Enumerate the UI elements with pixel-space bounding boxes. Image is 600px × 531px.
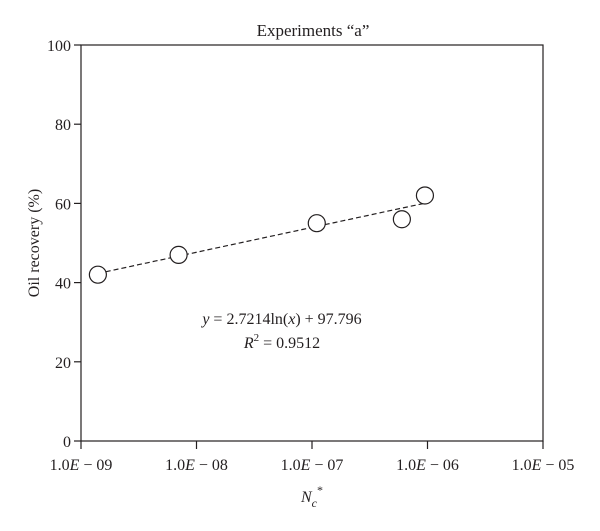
y-tick-label: 80 xyxy=(55,117,71,134)
x-tick-label: 1.0E − 05 xyxy=(512,457,575,474)
r-squared-label: R2 = 0.9512 xyxy=(243,332,320,352)
data-points xyxy=(88,186,435,284)
y-tick-label: 0 xyxy=(63,434,71,451)
x-tick-label: 1.0E − 08 xyxy=(165,457,228,474)
plot-area-frame xyxy=(80,44,544,442)
data-point-marker xyxy=(307,214,326,233)
data-point-marker xyxy=(169,245,188,264)
y-axis-ticks: 0 20 40 60 80 100 xyxy=(47,38,81,451)
x-axis-ticks: 1.0E − 09 1.0E − 08 1.0E − 07 1.0E − 06 1.0E… xyxy=(50,441,575,474)
x-tick-label: 1.0E − 07 xyxy=(281,457,344,474)
log-trendline xyxy=(97,202,426,274)
chart-title: Experiments “a” xyxy=(257,21,370,40)
y-tick-label: 40 xyxy=(55,276,71,293)
trendline-equation: y = 2.7214ln(x) + 97.796 xyxy=(200,311,361,328)
data-point-marker xyxy=(415,186,435,205)
y-tick-label: 60 xyxy=(55,196,71,213)
data-point-marker xyxy=(88,265,107,284)
y-tick-label: 20 xyxy=(55,355,71,372)
y-axis-label: Oil recovery (%) xyxy=(26,189,43,297)
x-axis-label: Nc* xyxy=(300,483,323,510)
data-point-marker xyxy=(392,210,411,229)
x-tick-label: 1.0E − 06 xyxy=(396,457,459,474)
x-tick-label: 1.0E − 09 xyxy=(50,457,113,474)
y-tick-label: 100 xyxy=(47,38,71,55)
